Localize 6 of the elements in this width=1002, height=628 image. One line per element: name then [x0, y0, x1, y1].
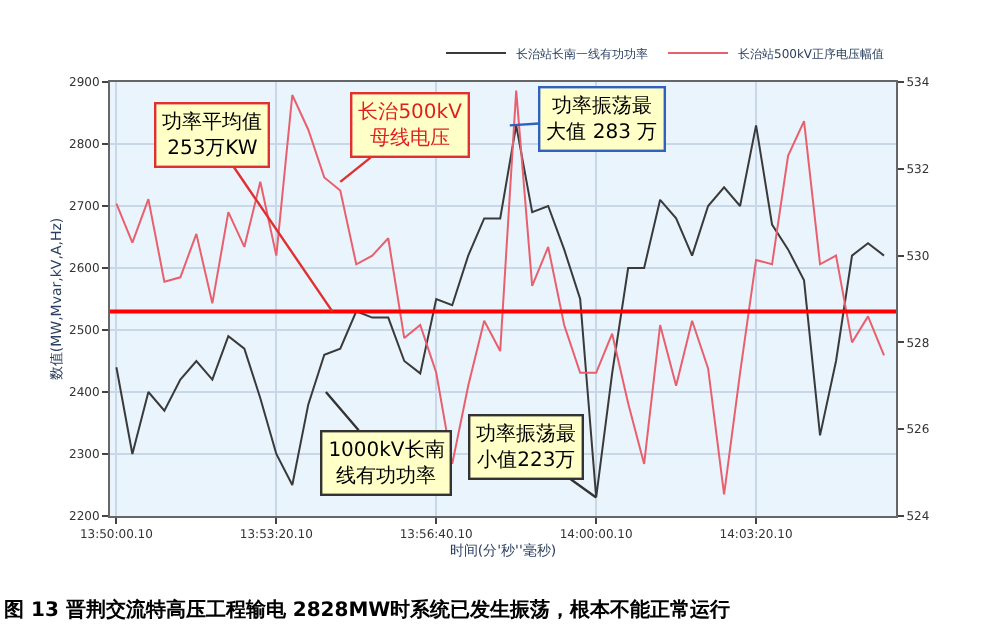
ref-line-label: 功率平均值253万KW: [162, 110, 263, 161]
annotation: 长治500kV母线电压: [358, 100, 463, 151]
annotation: 功率振荡最大值 283 万: [546, 94, 658, 145]
caption: 图 13 晋荆交流特高压工程输电 2828MW时系统已发生振荡，根本不能正常运行: [4, 598, 731, 622]
annotation: 1000kV长南线有功功率: [328, 438, 445, 489]
annotation: 功率振荡最小值223万: [476, 422, 577, 473]
